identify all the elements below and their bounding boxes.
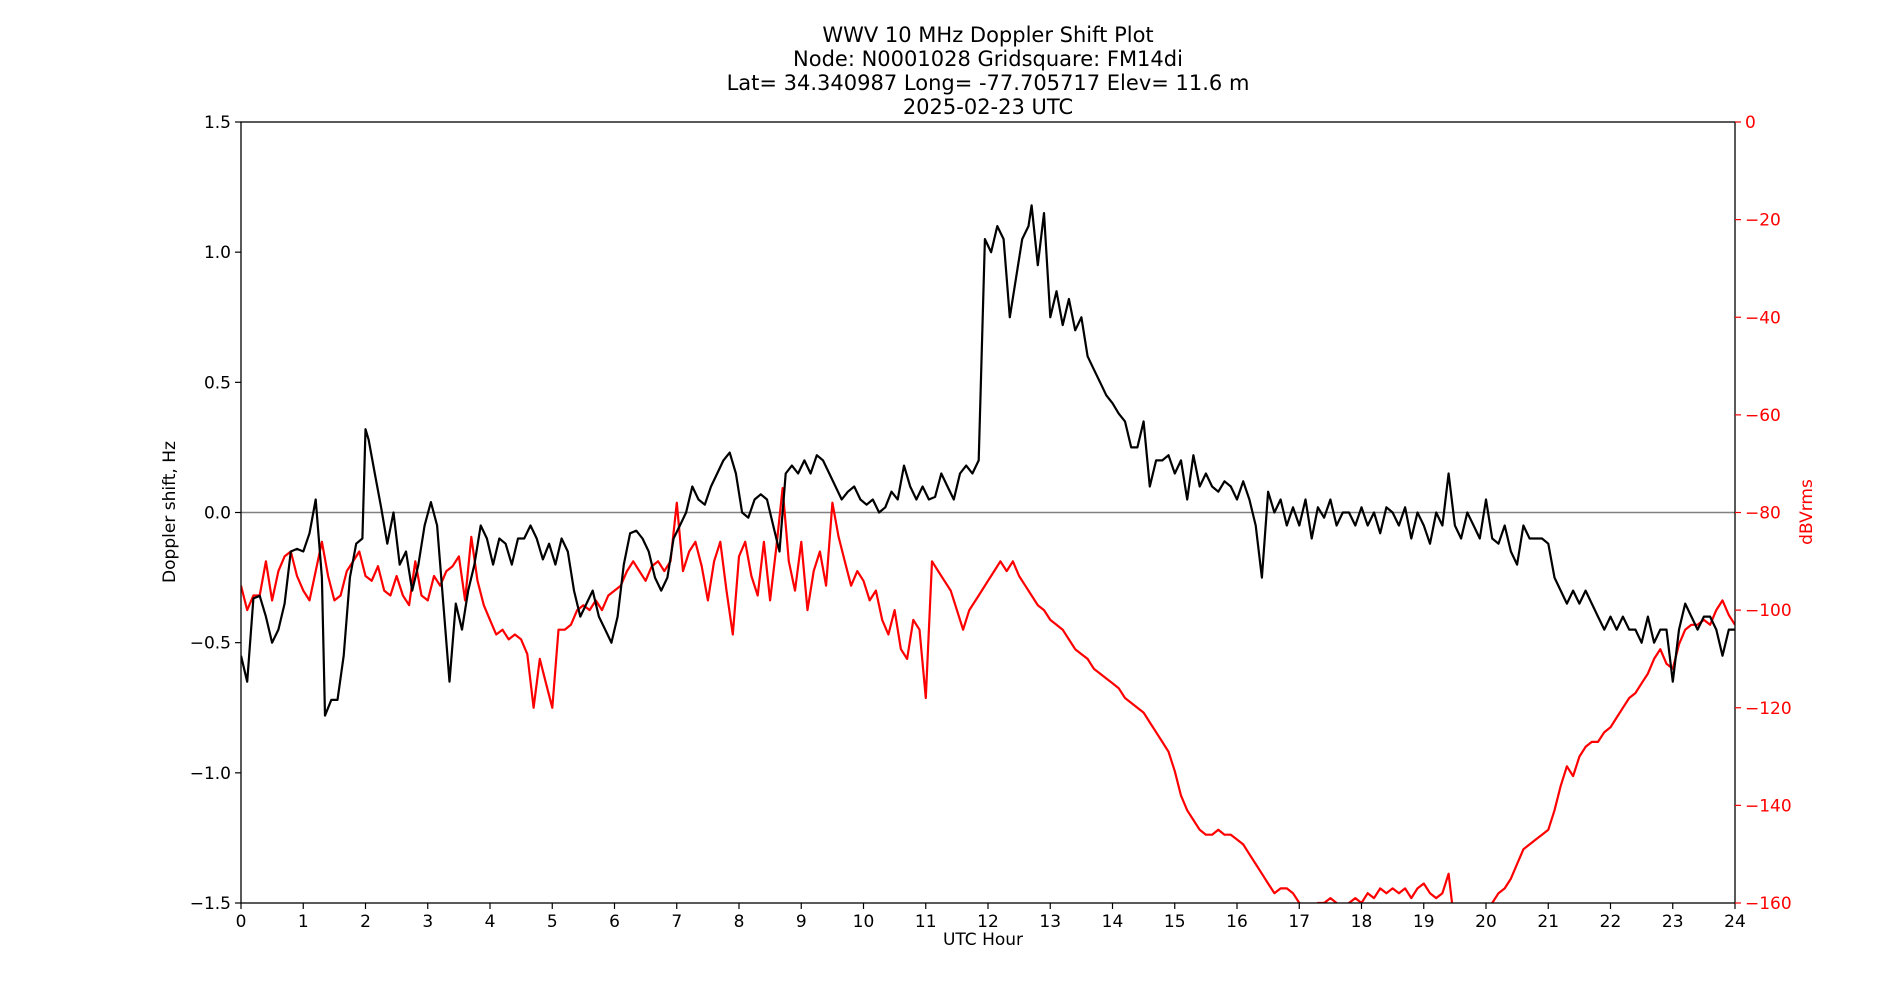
x-tick-label: 24: [1724, 912, 1746, 932]
x-tick-label: 4: [485, 912, 496, 932]
right-y-tick-label: −140: [1745, 796, 1792, 816]
x-tick-label: 3: [422, 912, 433, 932]
x-tick-label: 7: [671, 912, 682, 932]
left-y-tick-label: 0.5: [204, 373, 231, 393]
right-y-tick-label: −40: [1745, 308, 1781, 328]
right-y-tick-label: −60: [1745, 406, 1781, 426]
plot-area: [240, 121, 1736, 904]
left-y-axis-label: Doppler shift, Hz: [160, 441, 180, 583]
right-y-tick-label: 0: [1745, 113, 1756, 133]
x-tick-label: 18: [1351, 912, 1373, 932]
x-tick-label: 9: [796, 912, 807, 932]
x-tick-label: 15: [1164, 912, 1186, 932]
x-tick-label: 6: [609, 912, 620, 932]
x-tick-label: 19: [1413, 912, 1435, 932]
x-tick-label: 23: [1662, 912, 1684, 932]
left-y-tick-label: 0.0: [204, 504, 231, 524]
x-tick-label: 17: [1288, 912, 1310, 932]
x-tick-label: 1: [298, 912, 309, 932]
x-tick-label: 16: [1226, 912, 1248, 932]
title-line-4: 2025-02-23 UTC: [903, 95, 1073, 119]
x-tick-label: 2: [360, 912, 371, 932]
x-tick-label: 21: [1537, 912, 1559, 932]
left-y-tick-label: −1.5: [190, 894, 231, 914]
x-tick-label: 14: [1102, 912, 1124, 932]
left-y-tick-label: 1.0: [204, 243, 231, 263]
x-tick-label: 13: [1039, 912, 1061, 932]
title-line-1: WWV 10 MHz Doppler Shift Plot: [822, 23, 1153, 47]
right-y-axis: 0 −20 −40 −60 −80 −100 −120 −140 −160: [1735, 113, 1792, 914]
doppler-shift-series-line: [241, 204, 1735, 717]
title-line-3: Lat= 34.340987 Long= -77.705717 Elev= 11…: [727, 71, 1250, 95]
left-y-axis: 1.5 1.0 0.5 0.0 −0.5 −1.0 −1.5: [190, 113, 241, 914]
left-y-tick-label: 1.5: [204, 113, 231, 133]
x-tick-label: 0: [236, 912, 247, 932]
x-axis-label: UTC Hour: [943, 930, 1023, 950]
right-y-tick-label: −20: [1745, 211, 1781, 231]
left-y-tick-label: −0.5: [190, 634, 231, 654]
right-y-tick-label: −100: [1745, 601, 1792, 621]
right-y-axis-label: dBVrms: [1797, 479, 1817, 545]
right-y-tick-label: −80: [1745, 504, 1781, 524]
x-tick-label: 20: [1475, 912, 1497, 932]
x-tick-label: 12: [977, 912, 999, 932]
right-y-tick-label: −120: [1745, 699, 1792, 719]
left-y-tick-label: −1.0: [190, 764, 231, 784]
x-tick-label: 5: [547, 912, 558, 932]
x-tick-label: 8: [734, 912, 745, 932]
x-tick-label: 22: [1600, 912, 1622, 932]
right-y-tick-label: −160: [1745, 894, 1792, 914]
title-line-2: Node: N0001028 Gridsquare: FM14di: [793, 47, 1183, 71]
x-axis: 0 1 2 3 4 5 6 7 8 9 10 11 12 13 14 15 16 17 18 19 20 21 22 23 24: [236, 903, 1746, 932]
x-tick-label: 11: [915, 912, 937, 932]
x-tick-label: 10: [853, 912, 875, 932]
signal-power-series-line: [241, 487, 1735, 903]
